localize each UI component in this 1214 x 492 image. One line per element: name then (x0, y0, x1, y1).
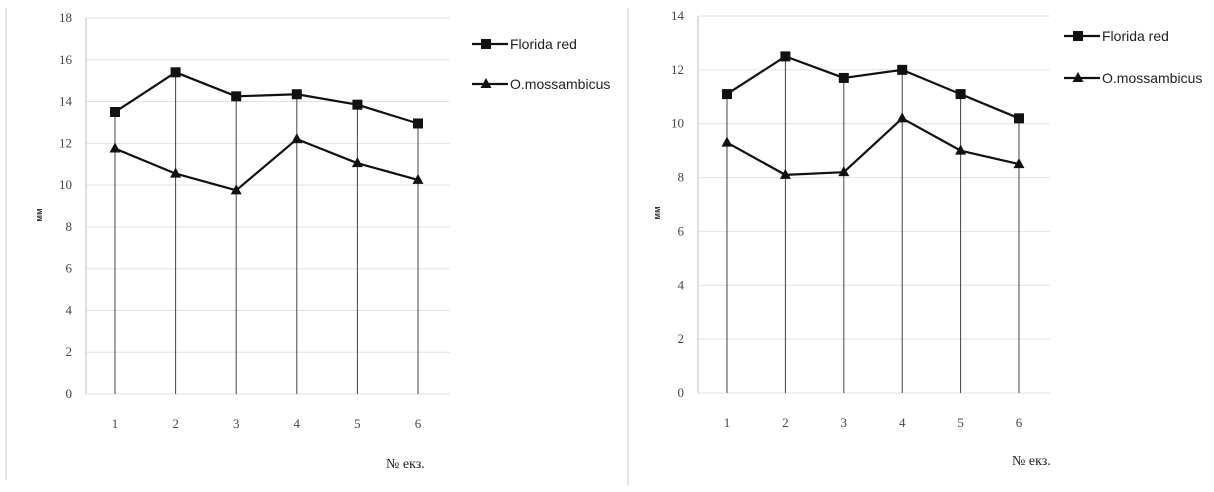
legend-label: O.mossambicus (1102, 70, 1202, 86)
data-point (1014, 113, 1024, 124)
x-tick-label: 4 (294, 416, 301, 431)
y-axis-label: мм (34, 208, 44, 222)
data-point (230, 184, 242, 195)
data-point (351, 157, 363, 168)
legend-label: Florida red (510, 36, 577, 52)
legend-label: O.mossambicus (510, 76, 610, 92)
x-tick-label: 5 (354, 416, 361, 431)
x-tick-label: 6 (1016, 415, 1023, 430)
data-point (722, 89, 732, 100)
data-point (838, 72, 849, 83)
x-axis-label: № екз. (1012, 454, 1051, 469)
data-point (413, 118, 423, 129)
series-square (722, 51, 1024, 124)
y-tick-label: 10 (59, 177, 72, 192)
data-point (780, 51, 791, 62)
x-tick-label: 6 (415, 416, 422, 431)
data-point (231, 91, 242, 102)
series-square (110, 67, 423, 129)
legend: Florida red O.mossambicus (1064, 28, 1202, 86)
y-tick-label: 14 (59, 94, 73, 109)
y-tick-label: 6 (66, 261, 73, 276)
x-tick-label: 4 (899, 415, 906, 430)
y-tick-label: 12 (59, 135, 72, 150)
legend: Florida red O.mossambicus (472, 36, 610, 92)
data-point (109, 142, 121, 153)
x-tick-label: 2 (782, 415, 789, 430)
data-point (170, 167, 182, 178)
x-tick-label: 5 (957, 415, 964, 430)
series-line (114, 71, 419, 125)
data-point (352, 99, 363, 110)
data-point (838, 166, 850, 177)
x-tick-label: 1 (112, 416, 119, 431)
x-axis-label: № екз. (386, 457, 425, 472)
y-tick-label: 0 (678, 385, 685, 400)
y-tick-label: 16 (59, 52, 73, 67)
y-tick-label: 14 (671, 8, 685, 23)
legend-marker (1072, 72, 1084, 82)
series-line (114, 138, 419, 192)
y-tick-label: 2 (66, 344, 73, 359)
legend-marker (481, 39, 491, 49)
legend-marker (480, 78, 492, 88)
y-tick-label: 0 (66, 386, 73, 401)
y-axis-label: мм (652, 206, 662, 220)
data-point (1013, 158, 1025, 169)
series-line (726, 55, 1020, 120)
x-tick-label: 3 (841, 415, 848, 430)
data-point (955, 144, 967, 155)
y-tick-label: 10 (671, 116, 684, 131)
y-tick-label: 8 (678, 170, 685, 185)
x-tick-label: 1 (724, 415, 731, 430)
y-tick-label: 4 (66, 302, 73, 317)
series-triangle (721, 112, 1025, 179)
data-point (721, 136, 733, 147)
y-tick-label: 18 (59, 10, 72, 25)
x-tick-label: 3 (233, 416, 240, 431)
legend-label: Florida red (1102, 28, 1169, 44)
data-point (955, 89, 966, 100)
data-point (412, 173, 424, 184)
data-point (291, 133, 303, 144)
data-point (170, 67, 181, 78)
y-tick-label: 6 (678, 223, 685, 238)
y-tick-label: 12 (671, 62, 684, 77)
series-triangle (109, 133, 424, 195)
y-tick-label: 4 (678, 277, 685, 292)
data-point (779, 168, 791, 179)
y-tick-label: 2 (678, 331, 685, 346)
y-tick-label: 8 (66, 219, 73, 234)
data-point (291, 89, 302, 100)
legend-marker (1073, 31, 1083, 41)
data-point (897, 64, 908, 75)
series-line (726, 117, 1020, 176)
data-point (896, 112, 908, 123)
data-point (110, 107, 120, 117)
x-tick-label: 2 (172, 416, 179, 431)
